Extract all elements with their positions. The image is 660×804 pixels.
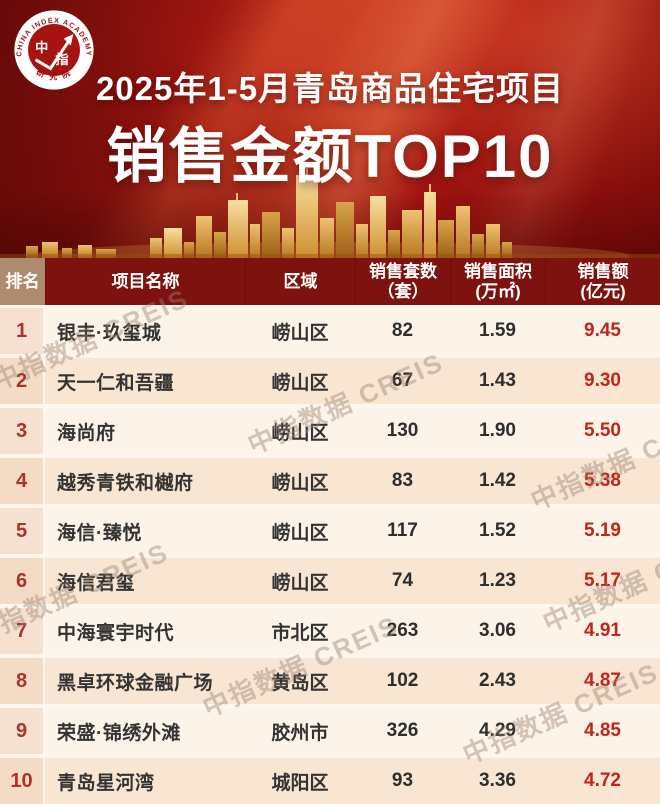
project-name-cell: 青岛星河湾	[45, 758, 245, 804]
column-header-unit: （套）	[377, 281, 429, 301]
svg-text:研 究 院: 研 究 院	[35, 67, 73, 82]
area-cell: 3.06	[450, 608, 545, 654]
region-cell: 城阳区	[245, 758, 355, 804]
table-row: 6 海信君玺 崂山区 74 1.23 5.17	[0, 558, 660, 604]
amount-cell: 4.85	[545, 708, 660, 754]
units-sold-cell: 130	[355, 408, 450, 454]
area-cell: 2.43	[450, 658, 545, 704]
rank-cell: 6	[0, 558, 45, 604]
rank-cell: 1	[0, 308, 45, 354]
amount-cell: 5.19	[545, 508, 660, 554]
column-header-label: 区域	[283, 271, 318, 291]
column-header-label: 项目名称	[111, 271, 180, 291]
table-row: 7 中海寰宇时代 市北区 263 3.06 4.91	[0, 608, 660, 654]
column-header-region: 区域	[245, 258, 355, 305]
ranking-table: 排名 项目名称 区域 销售套数 （套） 销售面积 (万㎡) 销售额 (亿元) 1	[0, 258, 660, 804]
amount-cell: 4.72	[545, 758, 660, 804]
project-name-cell: 海尚府	[45, 408, 245, 454]
region-cell: 市北区	[245, 608, 355, 654]
column-header-label: 销售套数	[369, 261, 437, 281]
column-header-label: 销售额	[577, 261, 629, 281]
table-row: 10 青岛星河湾 城阳区 93 3.36 4.72	[0, 758, 660, 804]
city-skyline-graphic	[0, 168, 660, 258]
area-cell: 1.42	[450, 458, 545, 504]
area-cell: 3.36	[450, 758, 545, 804]
project-name-cell: 黑卓环球金融广场	[45, 658, 245, 704]
hero-title-line2: 销售金额TOP10	[106, 123, 554, 190]
units-sold-cell: 326	[355, 708, 450, 754]
rank-cell: 2	[0, 358, 45, 404]
column-header-label: 排名	[5, 271, 40, 291]
table-row: 9 荣盛·锦绣外滩 胶州市 326 4.29 4.85	[0, 708, 660, 754]
region-cell: 崂山区	[245, 408, 355, 454]
units-sold-cell: 83	[355, 458, 450, 504]
region-cell: 崂山区	[245, 508, 355, 554]
column-header-units: 销售套数 （套）	[355, 258, 450, 305]
region-cell: 崂山区	[245, 458, 355, 504]
column-header-name: 项目名称	[45, 258, 245, 305]
units-sold-cell: 93	[355, 758, 450, 804]
table-row: 8 黑卓环球金融广场 黄岛区 102 2.43 4.87	[0, 658, 660, 704]
amount-cell: 4.87	[545, 658, 660, 704]
rank-cell: 7	[0, 608, 45, 654]
units-sold-cell: 263	[355, 608, 450, 654]
area-cell: 1.59	[450, 308, 545, 354]
column-header-amount: 销售额 (亿元)	[545, 258, 660, 305]
rank-cell: 4	[0, 458, 45, 504]
rank-cell: 8	[0, 658, 45, 704]
table-header-row: 排名 项目名称 区域 销售套数 （套） 销售面积 (万㎡) 销售额 (亿元)	[0, 258, 660, 305]
area-cell: 1.52	[450, 508, 545, 554]
project-name-cell: 中海寰宇时代	[45, 608, 245, 654]
column-header-unit: (万㎡)	[475, 281, 521, 301]
table-row: 5 海信·臻悦 崂山区 117 1.52 5.19	[0, 508, 660, 554]
column-header-unit: (亿元)	[580, 281, 626, 301]
project-name-cell: 天一仁和吾疆	[45, 358, 245, 404]
region-cell: 崂山区	[245, 308, 355, 354]
column-header-rank: 排名	[0, 258, 45, 305]
area-cell: 4.29	[450, 708, 545, 754]
units-sold-cell: 102	[355, 658, 450, 704]
china-index-academy-logo-icon: CHINA INDEX ACADEMY 研 究 院 中 指	[14, 10, 94, 90]
svg-text:中: 中	[35, 39, 48, 55]
rank-cell: 9	[0, 708, 45, 754]
project-name-cell: 越秀青铁和樾府	[45, 458, 245, 504]
hero-banner: CHINA INDEX ACADEMY 研 究 院 中 指 2025年1-5月青…	[0, 0, 660, 258]
region-cell: 崂山区	[245, 558, 355, 604]
project-name-cell: 海信君玺	[45, 558, 245, 604]
project-name-cell: 荣盛·锦绣外滩	[45, 708, 245, 754]
amount-cell: 5.38	[545, 458, 660, 504]
table-row: 3 海尚府 崂山区 130 1.90 5.50	[0, 408, 660, 454]
amount-cell: 9.45	[545, 308, 660, 354]
region-cell: 崂山区	[245, 358, 355, 404]
rank-cell: 3	[0, 408, 45, 454]
units-sold-cell: 67	[355, 358, 450, 404]
table-row: 4 越秀青铁和樾府 崂山区 83 1.42 5.38	[0, 458, 660, 504]
units-sold-cell: 74	[355, 558, 450, 604]
amount-cell: 5.17	[545, 558, 660, 604]
rank-cell: 10	[0, 758, 45, 804]
area-cell: 1.90	[450, 408, 545, 454]
column-header-label: 销售面积	[464, 261, 532, 281]
units-sold-cell: 117	[355, 508, 450, 554]
rank-cell: 5	[0, 508, 45, 554]
amount-cell: 5.50	[545, 408, 660, 454]
svg-text:指: 指	[55, 51, 68, 67]
table-body: 1 银丰·玖玺城 崂山区 82 1.59 9.45 2 天一仁和吾疆 崂山区 6…	[0, 305, 660, 804]
amount-cell: 4.91	[545, 608, 660, 654]
region-cell: 黄岛区	[245, 658, 355, 704]
units-sold-cell: 82	[355, 308, 450, 354]
project-name-cell: 银丰·玖玺城	[45, 308, 245, 354]
table-row: 2 天一仁和吾疆 崂山区 67 1.43 9.30	[0, 358, 660, 404]
area-cell: 1.23	[450, 558, 545, 604]
project-name-cell: 海信·臻悦	[45, 508, 245, 554]
table-row: 1 银丰·玖玺城 崂山区 82 1.59 9.45	[0, 308, 660, 354]
area-cell: 1.43	[450, 358, 545, 404]
column-header-area: 销售面积 (万㎡)	[450, 258, 545, 305]
amount-cell: 9.30	[545, 358, 660, 404]
region-cell: 胶州市	[245, 708, 355, 754]
hero-title-line1: 2025年1-5月青岛商品住宅项目	[95, 70, 565, 107]
